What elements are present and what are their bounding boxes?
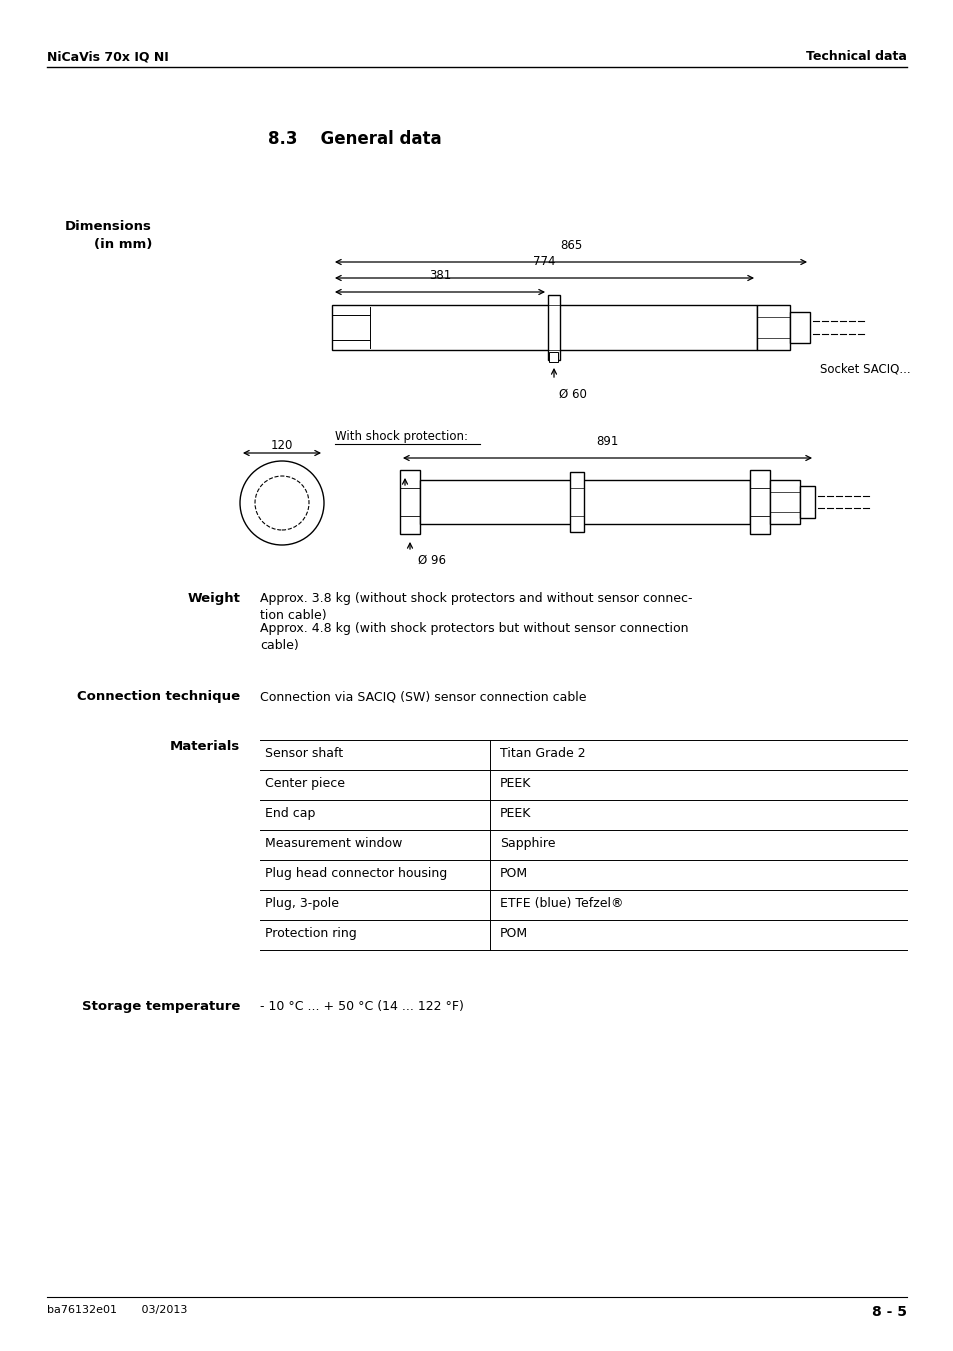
Text: ETFE (blue) Tefzel®: ETFE (blue) Tefzel®	[499, 897, 623, 911]
Text: Storage temperature: Storage temperature	[82, 1000, 240, 1013]
Bar	[789, 312, 809, 343]
Text: PEEK: PEEK	[499, 777, 531, 790]
Bar	[332, 305, 757, 350]
Bar	[749, 470, 769, 534]
Text: 8.3    General data: 8.3 General data	[268, 130, 441, 149]
Text: Connection via SACIQ (SW) sensor connection cable: Connection via SACIQ (SW) sensor connect…	[260, 690, 586, 703]
Text: Protection ring: Protection ring	[265, 927, 356, 940]
Text: POM: POM	[499, 927, 528, 940]
Text: 891: 891	[596, 435, 618, 449]
Text: 8 - 5: 8 - 5	[871, 1305, 906, 1319]
Text: Plug head connector housing: Plug head connector housing	[265, 867, 447, 880]
Circle shape	[254, 476, 309, 530]
Text: POM: POM	[499, 867, 528, 880]
Text: - 10 °C ... + 50 °C (14 ... 122 °F): - 10 °C ... + 50 °C (14 ... 122 °F)	[260, 1000, 463, 1013]
Text: 120: 120	[271, 439, 293, 453]
Bar	[419, 480, 749, 524]
Text: Weight: Weight	[187, 592, 240, 605]
Bar	[547, 295, 559, 359]
Text: Measurement window: Measurement window	[265, 838, 402, 850]
Text: Ø 96: Ø 96	[417, 554, 446, 567]
Text: 865: 865	[559, 239, 581, 253]
Text: Sensor shaft: Sensor shaft	[265, 747, 343, 761]
Text: Center piece: Center piece	[265, 777, 345, 790]
Text: 381: 381	[429, 269, 451, 282]
Text: With shock protection:: With shock protection:	[335, 430, 468, 443]
Circle shape	[240, 461, 324, 544]
Text: 774: 774	[533, 255, 556, 267]
Bar	[800, 486, 814, 517]
Text: (in mm): (in mm)	[93, 238, 152, 251]
Text: End cap: End cap	[265, 807, 315, 820]
Text: Sapphire: Sapphire	[499, 838, 555, 850]
Text: PEEK: PEEK	[499, 807, 531, 820]
Text: Socket SACIQ...: Socket SACIQ...	[820, 363, 910, 376]
Text: Connection technique: Connection technique	[77, 690, 240, 703]
Text: Approx. 4.8 kg (with shock protectors but without sensor connection
cable): Approx. 4.8 kg (with shock protectors bu…	[260, 621, 688, 653]
Bar	[757, 305, 789, 350]
Text: ba76132e01       03/2013: ba76132e01 03/2013	[47, 1305, 187, 1315]
Text: Ø 60: Ø 60	[558, 388, 586, 401]
Bar	[548, 353, 558, 362]
Text: Titan Grade 2: Titan Grade 2	[499, 747, 585, 761]
Bar	[569, 471, 583, 532]
Text: Dimensions: Dimensions	[65, 220, 152, 232]
Bar	[769, 480, 800, 524]
Text: Plug, 3-pole: Plug, 3-pole	[265, 897, 338, 911]
Text: Technical data: Technical data	[805, 50, 906, 63]
Text: Approx. 3.8 kg (without shock protectors and without sensor connec-
tion cable): Approx. 3.8 kg (without shock protectors…	[260, 592, 692, 621]
Bar	[399, 470, 419, 534]
Text: Materials: Materials	[170, 740, 240, 753]
Text: NiCaVis 70x IQ NI: NiCaVis 70x IQ NI	[47, 50, 169, 63]
